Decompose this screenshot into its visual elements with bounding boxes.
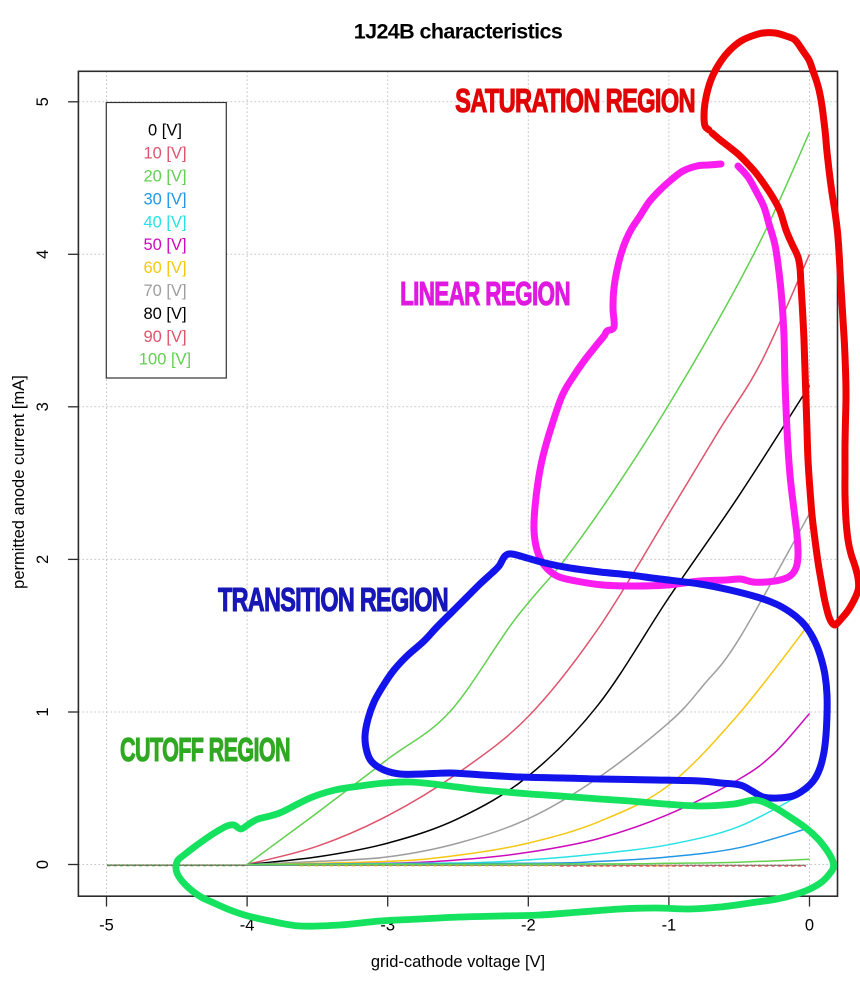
svg-text:0: 0 — [805, 917, 814, 935]
svg-text:60 [V]: 60 [V] — [143, 259, 186, 277]
svg-text:SATURATION REGION: SATURATION REGION — [455, 83, 695, 120]
svg-text:0: 0 — [34, 860, 52, 869]
svg-text:3: 3 — [34, 402, 52, 411]
svg-text:-2: -2 — [521, 917, 536, 935]
svg-text:1: 1 — [34, 707, 52, 716]
svg-text:40 [V]: 40 [V] — [143, 213, 186, 231]
svg-text:-4: -4 — [240, 917, 255, 935]
svg-text:70 [V]: 70 [V] — [143, 282, 186, 300]
svg-text:-1: -1 — [662, 917, 677, 935]
svg-text:4: 4 — [34, 250, 52, 259]
svg-text:CUTOFF REGION: CUTOFF REGION — [120, 731, 290, 768]
svg-text:-5: -5 — [99, 917, 114, 935]
svg-text:grid-cathode voltage [V]: grid-cathode voltage [V] — [371, 953, 545, 971]
svg-text:20 [V]: 20 [V] — [143, 168, 186, 186]
svg-text:30 [V]: 30 [V] — [143, 190, 186, 208]
svg-text:0 [V]: 0 [V] — [148, 122, 182, 140]
svg-text:1J24B characteristics: 1J24B characteristics — [354, 20, 563, 44]
svg-text:100 [V]: 100 [V] — [139, 351, 191, 369]
svg-text:2: 2 — [34, 555, 52, 564]
svg-text:LINEAR REGION: LINEAR REGION — [400, 275, 570, 312]
svg-text:permitted anode current [mA]: permitted anode current [mA] — [10, 375, 28, 589]
svg-text:50 [V]: 50 [V] — [143, 236, 186, 254]
svg-text:10 [V]: 10 [V] — [143, 145, 186, 163]
svg-text:80 [V]: 80 [V] — [143, 305, 186, 323]
svg-text:5: 5 — [34, 97, 52, 106]
svg-text:90 [V]: 90 [V] — [143, 328, 186, 346]
svg-text:TRANSITION REGION: TRANSITION REGION — [218, 582, 448, 619]
